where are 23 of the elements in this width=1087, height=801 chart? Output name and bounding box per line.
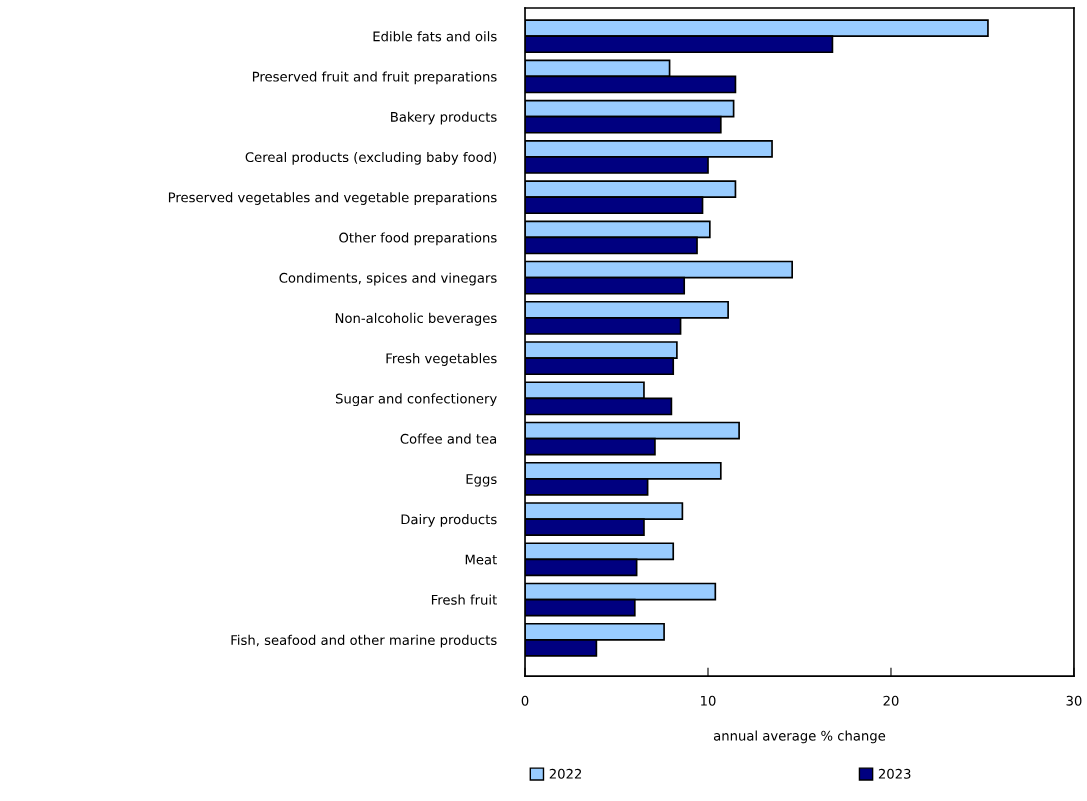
legend-label: 2022 <box>549 768 582 779</box>
y-tick-label: Bakery products <box>391 111 497 125</box>
y-tick-label: Fresh fruit <box>431 594 497 605</box>
y-tick-label: Cereal products (excluding baby food) <box>245 151 497 165</box>
y-tick-label: Eggs <box>466 474 497 487</box>
x-axis-title: annual average % change <box>713 730 886 744</box>
legend-label: 2023 <box>878 768 911 779</box>
y-tick-label: Fresh vegetables <box>386 353 497 366</box>
y-tick-label: Meat <box>465 554 497 565</box>
y-tick-label: Sugar and confectionery <box>335 393 497 407</box>
x-tick-label: 30 <box>1066 695 1082 706</box>
x-tick-label: 0 <box>521 695 529 706</box>
y-tick-label: Preserved fruit and fruit preparations <box>252 71 497 85</box>
y-tick-label: Other food preparations <box>339 232 497 246</box>
x-tick-label: 20 <box>883 695 899 706</box>
x-tick-label: 10 <box>701 695 716 706</box>
y-tick-label: Preserved vegetables and vegetable preparations <box>168 192 497 205</box>
y-tick-label: Non-alcoholic beverages <box>335 312 497 326</box>
y-tick-label: Condiments, spices and vinegars <box>279 272 497 286</box>
y-tick-label: Dairy products <box>401 514 497 527</box>
y-tick-label: Edible fats and oils <box>373 31 497 42</box>
y-tick-label: Coffee and tea <box>400 433 497 444</box>
y-tick-label: Fish, seafood and other marine products <box>231 634 497 648</box>
